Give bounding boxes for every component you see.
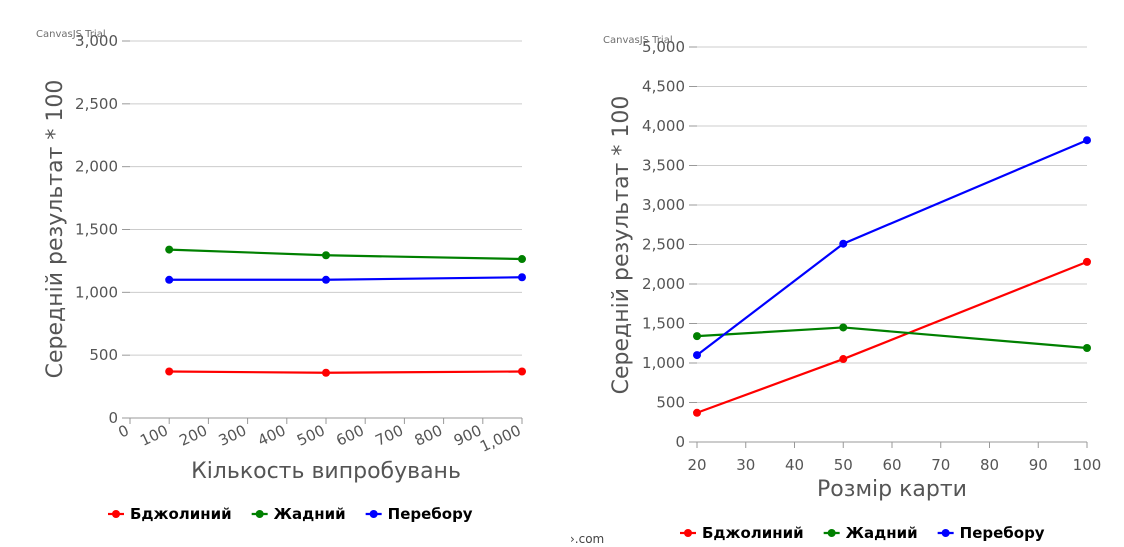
data-point[interactable] xyxy=(839,323,848,332)
data-point[interactable] xyxy=(693,351,701,360)
x-tick-label: 50 xyxy=(834,456,853,474)
x-tick-label: 80 xyxy=(980,456,999,474)
legend-label: Перебору xyxy=(960,524,1045,542)
x-tick-label: 60 xyxy=(882,456,901,474)
series-line xyxy=(169,370,523,374)
x-tick-label: 90 xyxy=(1029,456,1048,474)
y-tick-label: 3,000 xyxy=(642,196,685,214)
footer-text: ›.com xyxy=(570,532,605,546)
x-tick-label: 40 xyxy=(785,456,804,474)
x-axis-title: Розмір карти xyxy=(817,477,967,502)
x-tick-label: 20 xyxy=(687,456,706,474)
y-tick-label: 2,500 xyxy=(642,236,685,254)
y-tick-label: 2,000 xyxy=(642,275,685,293)
data-point[interactable] xyxy=(165,275,174,284)
data-point[interactable] xyxy=(165,367,174,376)
x-tick-label: 600 xyxy=(333,421,367,449)
legend-dot-marker xyxy=(684,529,692,537)
legend-item[interactable]: Бджолиний xyxy=(680,524,804,542)
x-tick-label: 700 xyxy=(373,421,407,449)
data-point[interactable] xyxy=(693,332,701,341)
y-tick-label: 1,500 xyxy=(75,221,118,239)
data-point[interactable] xyxy=(518,367,526,376)
series-line xyxy=(169,248,523,261)
legend-item[interactable]: Перебору xyxy=(937,524,1045,542)
x-tick-label: 70 xyxy=(931,456,950,474)
legend-label: Жадний xyxy=(274,505,346,523)
legend-item[interactable]: Жадний xyxy=(823,524,918,542)
data-point[interactable] xyxy=(518,255,526,264)
legend-label: Жадний xyxy=(846,524,918,542)
chart-1: 0 500 1,000 1,500 2,000 2,500 3,000 0 100 200 300 4… xyxy=(36,29,526,523)
x-tick-label: 400 xyxy=(255,421,289,449)
legend-label: Перебору xyxy=(388,505,473,523)
y-tick-label: 2,500 xyxy=(75,95,118,113)
legend-item[interactable]: Бджолиний xyxy=(108,505,232,523)
legend-label: Бджолиний xyxy=(702,524,804,542)
series-line xyxy=(696,326,1088,350)
chart-2: 0 500 1,000 1,500 2,000 2,500 3,000 3,500 4,000 4… xyxy=(603,35,1101,542)
watermark: CanvasJS Trial xyxy=(603,35,673,46)
y-tick-label: 0 xyxy=(675,433,685,451)
legend-dot-marker xyxy=(369,510,378,518)
series-line xyxy=(696,260,1088,414)
y-axis-title: Середній результат * 100 xyxy=(609,96,634,395)
data-point[interactable] xyxy=(322,368,330,377)
data-point[interactable] xyxy=(693,408,701,417)
x-tick-label: 500 xyxy=(294,421,328,449)
y-tick-label: 4,500 xyxy=(642,78,685,96)
x-tick-label: 200 xyxy=(177,421,211,449)
x-tick-label: 0 xyxy=(115,421,131,441)
legend-item[interactable]: Перебору xyxy=(365,505,473,523)
legend-dot-marker xyxy=(112,510,120,518)
legend-label: Бджолиний xyxy=(130,505,232,523)
series-line xyxy=(169,276,523,281)
y-tick-label: 2,000 xyxy=(75,158,118,176)
y-axis-title: Середній результат * 100 xyxy=(43,80,68,379)
data-point[interactable] xyxy=(1083,136,1091,145)
x-tick-label: 1,000 xyxy=(477,421,524,455)
x-tick-label: 800 xyxy=(412,421,446,449)
legend-dot-marker xyxy=(255,510,264,518)
x-tick-label: 30 xyxy=(736,456,755,474)
y-tick-label: 0 xyxy=(108,409,118,427)
x-tick-label: 300 xyxy=(216,421,250,449)
legend-dot-marker xyxy=(941,529,950,537)
y-tick-label: 1,000 xyxy=(75,283,118,301)
x-axis-title: Кількость випробувань xyxy=(191,459,461,484)
series-line xyxy=(696,139,1088,356)
y-tick-label: 1,000 xyxy=(642,354,685,372)
legend-dot-marker xyxy=(827,529,836,537)
data-point[interactable] xyxy=(1083,343,1091,352)
data-point[interactable] xyxy=(165,245,174,254)
data-point[interactable] xyxy=(839,239,848,248)
y-tick-label: 3,500 xyxy=(642,157,685,175)
data-point[interactable] xyxy=(839,355,848,364)
data-point[interactable] xyxy=(322,275,330,284)
y-tick-label: 4,000 xyxy=(642,117,685,135)
y-tick-label: 1,500 xyxy=(642,315,685,333)
y-tick-label: 3,000 xyxy=(75,32,118,50)
data-point[interactable] xyxy=(518,273,526,282)
x-tick-label: 100 xyxy=(137,421,171,449)
y-tick-label: 500 xyxy=(89,346,118,364)
data-point[interactable] xyxy=(1083,257,1091,266)
x-tick-label: 100 xyxy=(1073,456,1102,474)
y-tick-label: 500 xyxy=(656,394,685,412)
legend-item[interactable]: Жадний xyxy=(251,505,346,523)
y-tick-label: 5,000 xyxy=(642,38,685,56)
data-point[interactable] xyxy=(322,251,330,260)
watermark: CanvasJS Trial xyxy=(36,29,106,40)
